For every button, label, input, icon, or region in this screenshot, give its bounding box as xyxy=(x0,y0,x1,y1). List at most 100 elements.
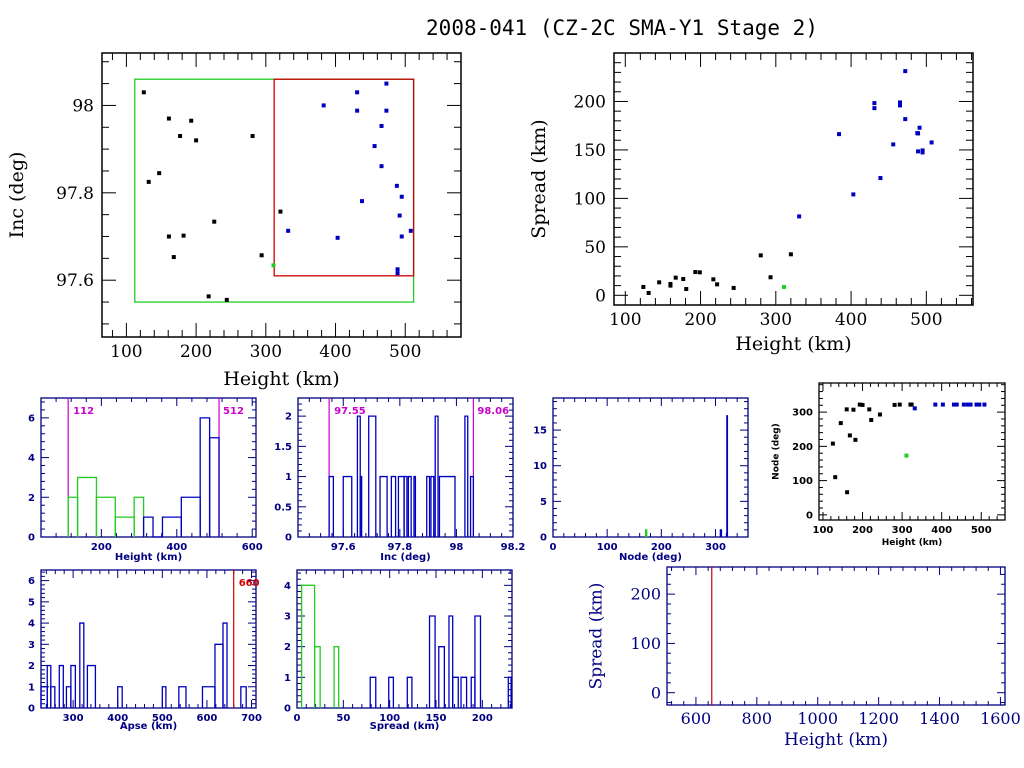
histogram-bin-blue xyxy=(86,664,97,708)
data-point-blue xyxy=(286,228,291,233)
histogram-bin-blue xyxy=(726,415,729,537)
data-point-black xyxy=(146,179,151,184)
y-tick-label: 4 xyxy=(284,581,291,592)
data-point-black xyxy=(715,282,720,287)
x-tick-label: 600 xyxy=(242,542,263,553)
histogram-bin-blue xyxy=(452,676,459,708)
y-tick-label: 150 xyxy=(574,141,606,161)
data-point-black xyxy=(697,270,702,275)
chart-title: 2008-041 (CZ-2C SMA-Y1 Stage 2) xyxy=(426,16,818,40)
histogram-bin-green xyxy=(95,496,116,537)
data-point-blue xyxy=(933,402,938,407)
data-point-blue xyxy=(916,149,921,154)
data-point-black xyxy=(897,402,902,407)
x-tick-label: 100 xyxy=(110,342,142,362)
histogram-bin-blue xyxy=(469,475,475,537)
histogram-bin-blue xyxy=(368,415,377,537)
x-tick-label: 98.2 xyxy=(501,542,526,553)
histogram-bin-blue xyxy=(201,686,216,708)
histogram-bin-blue xyxy=(438,475,456,537)
y-tick-label: 300 xyxy=(792,408,813,419)
data-point-blue xyxy=(355,90,360,95)
y-tick-label: 2 xyxy=(284,642,291,653)
data-point-blue xyxy=(399,234,404,239)
y-tick-label: 0 xyxy=(284,704,291,715)
data-point-black xyxy=(278,209,283,214)
x-tick-label: 0 xyxy=(550,542,557,553)
y-tick-label: 6 xyxy=(28,576,35,587)
data-point-black xyxy=(909,402,914,407)
y-tick-label: 0 xyxy=(651,683,661,702)
data-point-black xyxy=(684,287,689,292)
histogram-bin-blue xyxy=(428,615,436,708)
data-point-black xyxy=(867,407,872,412)
x-tick-label: 300 xyxy=(705,542,726,553)
data-point-black xyxy=(838,421,843,426)
x-tick-label: 300 xyxy=(63,713,84,724)
data-point-black xyxy=(157,171,162,176)
x-tick-label: 400 xyxy=(931,525,952,536)
vline-label: 660 xyxy=(239,578,260,589)
data-point-blue xyxy=(397,213,402,218)
y-tick-label: 5 xyxy=(540,497,547,508)
y-tick-label: 1 xyxy=(284,673,291,684)
data-point-black xyxy=(845,490,850,495)
data-point-black xyxy=(830,441,835,446)
y-tick-label: 3 xyxy=(28,640,35,651)
spread-histogram: 0 50 100 150 200 0 1 2 3 4 Spread (km) xyxy=(284,569,513,732)
y-tick-label: 5 xyxy=(28,597,35,608)
data-point-blue xyxy=(395,271,400,276)
x-tick-label: 100 xyxy=(813,525,834,536)
data-point-black xyxy=(250,134,255,139)
y-tick-label: 50 xyxy=(584,238,606,258)
histogram-bin-blue xyxy=(180,496,201,537)
x-tick-label: 1000 xyxy=(797,709,838,728)
histogram-bin-blue xyxy=(161,686,167,708)
histogram-bin-blue xyxy=(719,529,723,537)
y-tick-label: 100 xyxy=(574,189,606,209)
data-point-black xyxy=(711,277,716,282)
y-tick-label: 0 xyxy=(595,286,606,306)
histogram-bin-blue xyxy=(406,676,413,708)
data-point-blue xyxy=(982,402,987,407)
height-histogram: 200 400 600 0 2 4 6 Height (km) 112 512 xyxy=(28,397,263,563)
histogram-bin-blue xyxy=(388,676,395,708)
x-tick-label: 200 xyxy=(684,310,716,330)
data-point-black xyxy=(693,270,698,275)
x-tick-label: 300 xyxy=(892,525,913,536)
histogram-bin-blue xyxy=(474,615,482,708)
x-tick-label: 1400 xyxy=(919,709,960,728)
y-tick-label: 0 xyxy=(28,533,35,544)
x-tick-label: 100 xyxy=(379,713,400,724)
x-tick-label: 800 xyxy=(742,709,773,728)
data-point-blue xyxy=(321,103,326,108)
histogram-bin-blue xyxy=(342,475,353,537)
histogram-bin-blue xyxy=(403,475,408,537)
data-point-blue xyxy=(355,108,360,113)
histogram-bin-blue xyxy=(161,516,182,537)
vline-label: 97.55 xyxy=(334,406,366,417)
histogram-bin-blue xyxy=(178,686,187,708)
x-tick-label: 97.8 xyxy=(387,542,412,553)
x-tick-label: 0 xyxy=(294,713,301,724)
data-point-black xyxy=(833,475,838,480)
data-point-black xyxy=(851,407,856,412)
x-tick-label: 700 xyxy=(241,713,262,724)
y-tick-label: 100 xyxy=(630,634,661,653)
x-axis-label: Node (deg) xyxy=(619,552,682,563)
x-axis-label: Apse (km) xyxy=(120,721,177,732)
data-point-black xyxy=(853,437,858,442)
data-point-black xyxy=(224,297,229,302)
inc-histogram: 97.6 97.8 98 98.2 0 0.5 1 1.5 2 Inc (deg) 97.55 98.… xyxy=(274,397,526,563)
histogram-bin-blue xyxy=(413,475,417,537)
histogram-bin-green xyxy=(313,646,321,708)
data-point-black xyxy=(181,233,186,238)
y-tick-label: 98 xyxy=(72,96,94,116)
plot-frame xyxy=(101,52,462,338)
data-point-black xyxy=(731,285,736,290)
histogram-bin-blue xyxy=(65,686,72,708)
data-point-green xyxy=(904,453,909,458)
data-point-blue xyxy=(872,101,877,106)
y-axis-label: Inc (deg) xyxy=(6,152,28,239)
